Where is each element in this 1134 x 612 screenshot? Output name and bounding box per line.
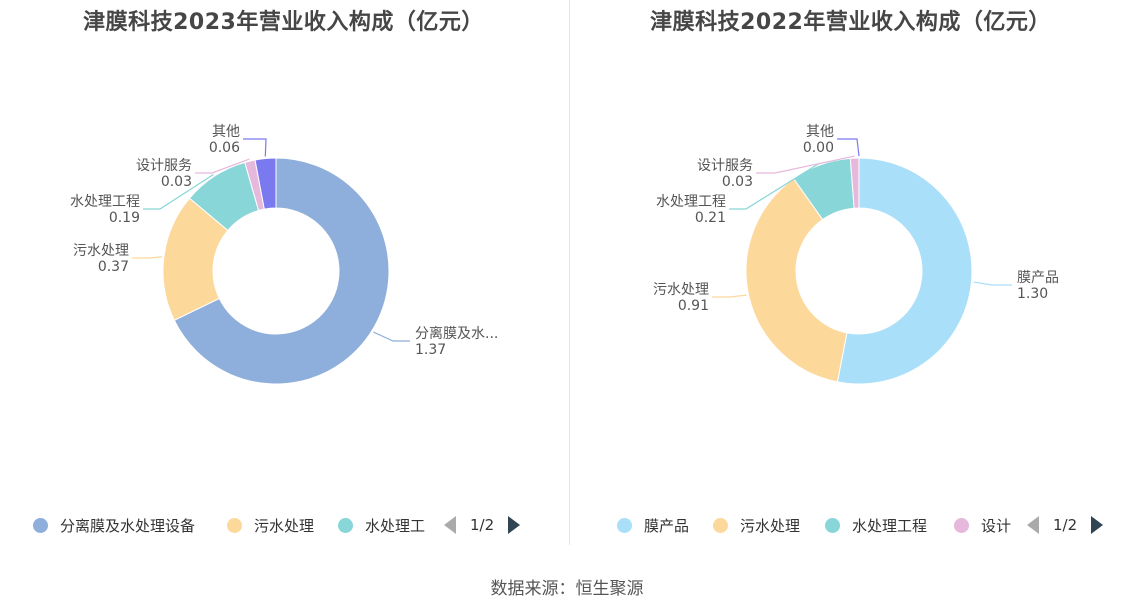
label-leader-line	[712, 294, 747, 298]
pager-next-icon[interactable]	[1091, 516, 1104, 534]
label-leader-line	[756, 155, 855, 174]
legend-pager: 1/2	[1027, 512, 1104, 538]
pager-text: 1/2	[1053, 516, 1078, 534]
legend-pager: 1/2	[444, 512, 521, 538]
donut-slice[interactable]	[745, 178, 848, 383]
label-leader-line	[243, 138, 267, 157]
slice-value-label: 0.91	[678, 298, 709, 314]
legend-label: 设计	[981, 516, 1012, 535]
legend-item[interactable]: 污水处理	[227, 512, 314, 538]
legend-dot	[33, 517, 48, 533]
slice-value-label: 1.30	[1017, 286, 1048, 302]
legend-dot	[954, 517, 969, 533]
pager-text: 1/2	[470, 516, 495, 534]
data-source: 数据来源：恒生聚源	[490, 579, 644, 599]
slice-name-label: 污水处理	[73, 243, 129, 259]
slice-value-label: 0.37	[98, 259, 129, 275]
slice-value-label: 0.19	[109, 210, 140, 226]
slice-value-label: 0.03	[722, 174, 753, 190]
legend-dot	[338, 517, 353, 533]
legend-2023: 分离膜及水处理设备 污水处理 水处理工 1/2	[0, 512, 567, 538]
legend-label: 污水处理	[740, 516, 801, 535]
chart-title-2022: 津膜科技2022年营业收入构成（亿元）	[650, 10, 1051, 35]
legend-2022: 膜产品 污水处理 水处理工程 设计 1/2	[567, 512, 1134, 538]
donut-slice[interactable]	[254, 157, 277, 210]
slice-value-label: 0.21	[695, 210, 726, 226]
donut-slice[interactable]	[173, 157, 390, 385]
slice-name-label: 污水处理	[653, 282, 709, 298]
slice-value-label: 0.00	[803, 140, 834, 156]
chart-title-2023: 津膜科技2023年营业收入构成（亿元）	[83, 10, 484, 35]
legend-label: 膜产品	[644, 516, 690, 535]
slice-name-label: 分离膜及水...	[415, 325, 498, 342]
legend-item[interactable]: 设计	[954, 512, 1011, 538]
legend-label: 水处理工程	[852, 516, 928, 535]
slice-name-label: 水处理工程	[70, 194, 140, 210]
pager-next-icon[interactable]	[508, 516, 521, 534]
chart-panel-2023: 津膜科技2023年营业收入构成（亿元） 分离膜及水... 1.37 污水处理 0.37…	[0, 0, 567, 545]
legend-item[interactable]: 分离膜及水处理设备	[33, 512, 195, 538]
donut-slice[interactable]	[836, 157, 973, 385]
label-leader-line	[195, 158, 250, 174]
chart-panel-2022: 津膜科技2022年营业收入构成（亿元） 膜产品 1.30 污水处理 0.91 水处理工程…	[567, 0, 1134, 545]
slice-name-label: 设计服务	[697, 158, 753, 174]
label-leader-line	[729, 162, 821, 210]
legend-label: 污水处理	[254, 516, 315, 535]
legend-item[interactable]: 膜产品	[617, 512, 689, 538]
legend-dot	[617, 517, 632, 533]
legend-item[interactable]: 污水处理	[713, 512, 800, 538]
donut-slice[interactable]	[849, 157, 860, 209]
panel-divider	[569, 0, 570, 545]
label-leader-line	[373, 331, 410, 342]
legend-item[interactable]: 水处理工	[338, 512, 425, 538]
legend-label: 分离膜及水处理设备	[60, 516, 196, 535]
pager-prev-icon[interactable]	[444, 516, 456, 534]
slice-name-label: 其他	[212, 124, 240, 140]
slice-name-label: 其他	[806, 124, 834, 140]
label-leader-line	[143, 174, 214, 210]
slice-value-label: 0.03	[161, 174, 192, 190]
legend-label: 水处理工	[365, 516, 426, 535]
slice-name-label: 水处理工程	[656, 194, 726, 210]
label-leader-line	[132, 256, 162, 259]
label-leader-line	[837, 138, 860, 157]
slice-value-label: 1.37	[415, 342, 446, 358]
legend-dot	[227, 517, 242, 533]
slice-value-label: 0.06	[209, 140, 240, 156]
legend-item[interactable]: 水处理工程	[825, 512, 927, 538]
slice-name-label: 设计服务	[136, 158, 192, 174]
legend-dot	[713, 517, 728, 533]
slice-name-label: 膜产品	[1017, 270, 1059, 286]
label-leader-line	[973, 281, 1012, 286]
legend-dot	[825, 517, 840, 533]
pager-prev-icon[interactable]	[1027, 516, 1039, 534]
